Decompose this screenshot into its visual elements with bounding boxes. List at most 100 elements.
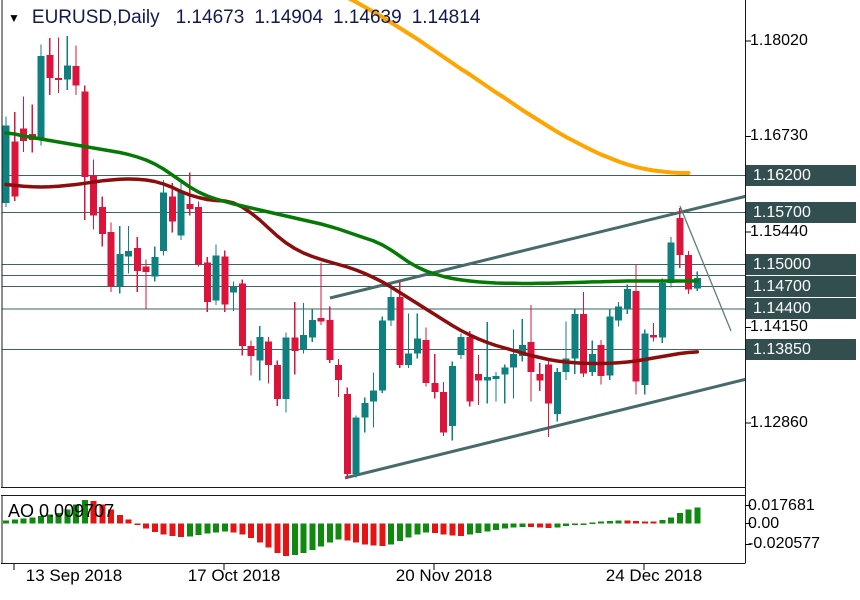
bull-candle-body <box>562 358 570 372</box>
bear-candle-body <box>11 141 19 197</box>
ao-bar <box>694 507 701 524</box>
ao-tick-label: -0.020577 <box>748 535 821 553</box>
bull-candle-body <box>387 297 395 321</box>
ao-bar <box>361 523 368 545</box>
bear-candle-body <box>107 231 115 286</box>
ao-bar <box>178 523 184 537</box>
bear-candle-body <box>247 345 255 357</box>
slow-ma-line-maroon <box>4 177 700 366</box>
bear-candle-body <box>545 364 552 404</box>
bear-candle-body <box>317 317 325 322</box>
ao-bar <box>326 523 333 543</box>
bull-candle-body <box>510 354 517 368</box>
ao-bar <box>589 522 596 524</box>
bear-candle-body <box>632 291 640 382</box>
ao-bar <box>309 523 316 550</box>
bull-candle-body <box>160 192 167 252</box>
ao-bar <box>528 523 534 528</box>
bull-candle-body <box>483 376 491 381</box>
ao-bar <box>300 523 307 553</box>
bull-candle-body <box>693 278 701 289</box>
bear-candle-body <box>133 248 141 272</box>
ao-bar <box>598 521 604 524</box>
price-tick-label: 1.16730 <box>750 127 808 145</box>
ohlc-high-value: 1.14904 <box>254 7 324 28</box>
bull-candle-body <box>361 402 369 418</box>
bear-candle-body <box>326 319 334 360</box>
bear-candle-body <box>221 256 229 305</box>
bear-candle-body <box>81 91 89 178</box>
bull-candle-body <box>623 288 631 309</box>
bear-candle-body <box>580 314 587 374</box>
ao-bar <box>554 523 561 528</box>
ao-bar <box>466 523 473 535</box>
bull-candle-body <box>256 337 264 361</box>
symbol-period-label: EURUSD,Daily <box>31 7 160 28</box>
ao-bar <box>344 523 351 541</box>
ao-tick-label: 0.017681 <box>748 496 815 514</box>
candlestick-series <box>2 35 701 479</box>
ao-bar <box>160 523 167 535</box>
price-tick-label: 1.18020 <box>750 32 808 49</box>
bull-candle-body <box>571 314 579 359</box>
ao-bar <box>510 523 517 528</box>
ao-bar <box>55 512 62 524</box>
bear-candle-body <box>597 345 605 377</box>
ao-bar <box>283 523 289 557</box>
bull-candle-body <box>2 125 10 204</box>
bull-candle-body <box>667 242 675 283</box>
ao-bar <box>204 523 211 534</box>
bear-candle-body <box>46 55 54 78</box>
chart-header: ▼ EURUSD,Daily 1.14673 1.14904 1.14639 1… <box>8 7 490 29</box>
bull-candle-body <box>125 251 132 257</box>
bull-candle-body <box>405 353 412 366</box>
ao-bar <box>318 523 324 547</box>
rising-channel-upper <box>329 194 745 300</box>
date-label: 17 Oct 2018 <box>187 566 281 585</box>
ao-bar <box>536 523 543 528</box>
bear-candle-body <box>203 262 211 303</box>
bull-candle-body <box>413 338 421 354</box>
bear-candle-body <box>55 78 62 81</box>
price-tick-label: 1.15440 <box>750 222 808 240</box>
bear-candle-body <box>685 254 692 290</box>
price-level-box: 1.14400 <box>746 298 856 320</box>
ao-bar <box>116 514 123 524</box>
ao-bar <box>11 519 18 524</box>
ao-bar <box>685 509 692 524</box>
ao-bar <box>668 517 674 524</box>
ao-bar <box>248 523 254 538</box>
ao-bar <box>519 523 526 527</box>
bull-candle-body <box>518 345 526 357</box>
bull-candle-body <box>177 191 185 236</box>
price-tick-label: 1.14150 <box>750 318 808 336</box>
bear-candle-body <box>422 339 430 383</box>
ao-bar <box>405 523 412 538</box>
ohlc-low-value: 1.14639 <box>333 7 402 28</box>
price-level-box: 1.14700 <box>746 276 856 298</box>
ao-bar <box>641 521 648 524</box>
ao-bar <box>143 523 149 529</box>
ao-bar <box>169 523 176 536</box>
long-ma-line-orange <box>347 0 691 175</box>
bull-candle-body <box>282 337 290 400</box>
bear-candle-body <box>72 66 80 86</box>
ao-bar <box>99 504 106 524</box>
bear-candle-body <box>650 334 657 338</box>
ao-bar <box>195 523 202 535</box>
triangle-down-icon[interactable]: ▼ <box>8 11 20 25</box>
bear-candle-body <box>431 382 439 392</box>
ao-bar <box>475 523 482 533</box>
panel-borders <box>1 0 746 564</box>
ao-bar <box>108 509 114 524</box>
bull-candle-body <box>212 255 220 301</box>
price-tick-label: 1.12860 <box>750 413 808 431</box>
ao-bar <box>20 518 27 524</box>
bull-candle-body <box>116 254 124 286</box>
price-level-box: 1.15000 <box>746 253 856 275</box>
ao-bar <box>230 523 237 533</box>
bear-candle-body <box>536 374 544 381</box>
bear-candle-body <box>142 266 150 272</box>
axis-ticks <box>13 40 751 570</box>
